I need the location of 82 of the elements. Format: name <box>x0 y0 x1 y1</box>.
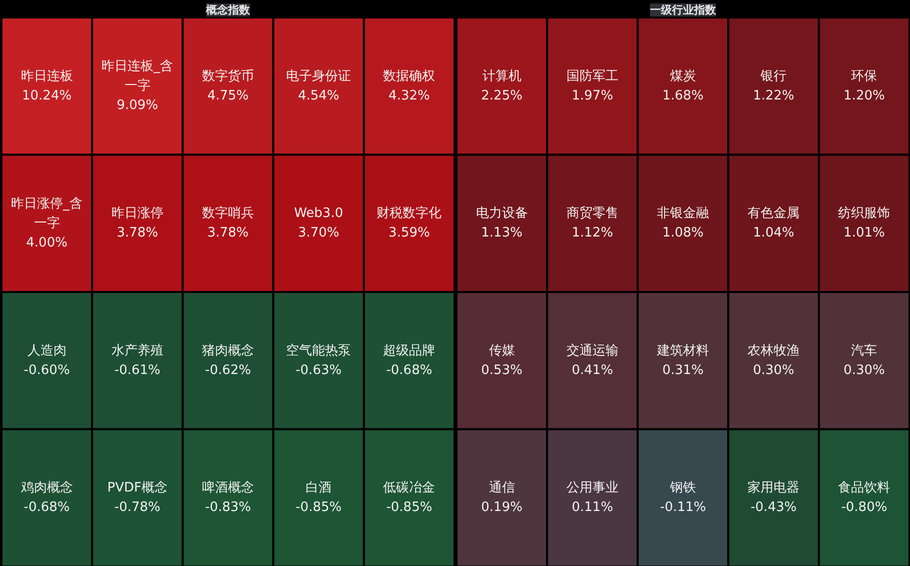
category-label: 昨日连板_含一字 <box>102 59 174 94</box>
data-label: 1.04% <box>752 226 794 241</box>
data-label: -0.11% <box>660 500 706 516</box>
data-label: 4.75% <box>207 88 249 104</box>
data-label: -0.80% <box>841 500 888 516</box>
data-label: 4.54% <box>298 88 340 104</box>
category-label: 人造肉 <box>27 343 66 358</box>
category-label: 汽车 <box>851 343 878 358</box>
data-label: -0.68% <box>24 500 70 516</box>
data-label: 4.32% <box>388 88 430 104</box>
data-label: 0.30% <box>752 362 794 378</box>
data-label: 9.09% <box>116 98 158 114</box>
data-label: 0.19% <box>481 500 522 516</box>
category-label: 钢铁 <box>669 480 696 496</box>
data-label: -0.63% <box>296 362 342 378</box>
category-label: 建筑材料 <box>656 343 709 358</box>
data-label: 3.78% <box>116 226 158 241</box>
category-label: Web3.0 <box>294 206 344 222</box>
data-label: -0.85% <box>296 500 342 516</box>
data-label: 0.31% <box>662 362 704 378</box>
category-label: 商贸零售 <box>566 206 618 222</box>
data-label: 0.53% <box>481 362 522 378</box>
data-label: 0.41% <box>572 362 614 378</box>
category-label: 非银金融 <box>657 206 709 222</box>
data-label: -0.78% <box>114 500 160 516</box>
data-label: 10.24% <box>22 88 72 104</box>
category-label: 银行 <box>760 68 787 84</box>
data-label: 1.13% <box>481 226 522 241</box>
category-label: 传媒 <box>488 343 515 358</box>
data-label: 1.01% <box>844 226 885 241</box>
category-label: 白酒 <box>306 480 332 496</box>
data-label: -0.83% <box>205 500 252 516</box>
category-label: 啤酒概念 <box>202 480 254 496</box>
category-label: 有色金属 <box>748 206 800 222</box>
data-label: -0.68% <box>386 362 432 378</box>
data-label: -0.61% <box>114 362 160 378</box>
category-label: 计算机 <box>482 68 522 84</box>
category-label: 财税数字化 <box>376 205 442 222</box>
category-label: 水产养殖 <box>111 342 164 358</box>
category-label: 超级品牌 <box>383 343 436 358</box>
category-label: 空气能热泵 <box>286 343 352 358</box>
category-label: 数字货币 <box>202 68 254 84</box>
data-label: 0.30% <box>844 362 885 378</box>
data-label: 4.00% <box>26 235 68 250</box>
category-label: 公用事业 <box>566 480 618 496</box>
category-label: 国防军工 <box>566 68 618 84</box>
data-label: 1.68% <box>662 88 704 104</box>
category-label: 环保 <box>851 68 878 84</box>
data-label: -0.60% <box>24 362 70 378</box>
category-label: 电子身份证 <box>286 68 352 84</box>
data-label: 3.59% <box>388 226 430 241</box>
data-label: 3.78% <box>207 226 249 241</box>
text: 概念指数 <box>205 4 251 16</box>
category-label: 昨日连板 <box>20 68 73 84</box>
category-label: 数据确权 <box>383 68 436 84</box>
category-label: 鸡肉概念 <box>20 480 73 496</box>
category-label: 食品饮料 <box>838 480 890 496</box>
category-label: 通信 <box>488 480 515 496</box>
data-label: 1.97% <box>572 88 614 104</box>
data-label: 1.12% <box>572 226 614 241</box>
category-label: 家用电器 <box>748 480 800 496</box>
category-label: 猪肉概念 <box>202 343 254 358</box>
data-label: -0.43% <box>750 500 797 516</box>
data-label: 2.25% <box>481 88 522 104</box>
category-label: 昨日涨停 <box>111 206 164 222</box>
category-label: 电力设备 <box>476 206 528 222</box>
category-label: 昨日涨停_含一字 <box>11 196 83 231</box>
category-label: 低碳冶金 <box>383 480 436 496</box>
category-label: PVDF概念 <box>107 480 168 496</box>
category-label: 纺织服饰 <box>838 206 890 222</box>
category-label: 农林牧渔 <box>748 343 800 358</box>
category-label: 煤炭 <box>670 68 696 84</box>
text: 一级行业指数 <box>650 4 717 16</box>
category-label: 数字哨兵 <box>202 205 254 222</box>
data-label: -0.85% <box>386 500 432 516</box>
data-label: 1.08% <box>662 226 704 241</box>
data-label: 1.20% <box>844 88 885 104</box>
data-label: -0.62% <box>205 362 252 378</box>
data-label: 1.22% <box>752 88 794 104</box>
data-label: 3.70% <box>298 226 340 241</box>
data-label: 0.11% <box>572 500 614 516</box>
category-label: 交通运输 <box>566 342 618 358</box>
